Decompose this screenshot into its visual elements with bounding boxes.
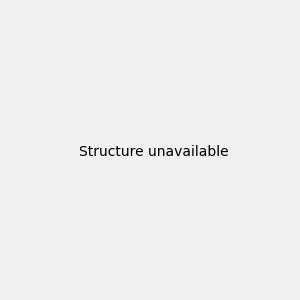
Text: Structure unavailable: Structure unavailable	[79, 145, 229, 158]
